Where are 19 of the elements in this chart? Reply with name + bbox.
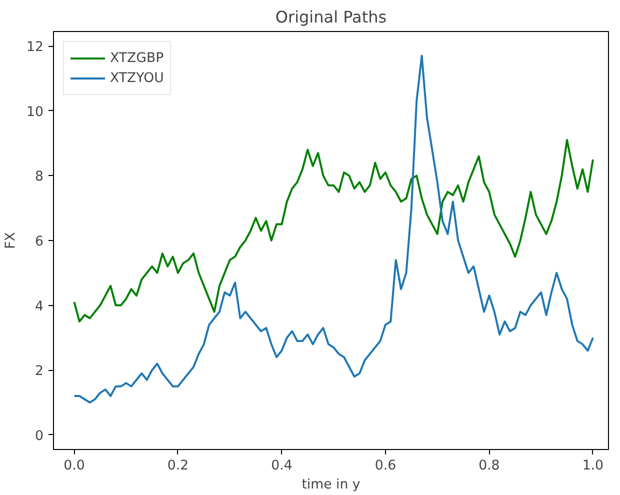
y-tick-label: 2 xyxy=(35,364,44,380)
legend-label: XTZGBP xyxy=(110,50,164,66)
x-tick-label: 1.0 xyxy=(582,458,604,474)
x-tick-label: 0.4 xyxy=(271,458,292,474)
legend-label: XTZYOU xyxy=(110,70,164,86)
line-series xyxy=(73,139,594,323)
y-tick-label: 8 xyxy=(35,170,44,185)
x-axis-title: time in y xyxy=(302,478,360,492)
y-tick-label: 0 xyxy=(35,428,44,444)
y-tick-label: 4 xyxy=(35,299,44,314)
chart-title: Original Paths xyxy=(275,8,387,26)
x-tick-label: 0.8 xyxy=(478,458,500,474)
x-tick-label: 0.6 xyxy=(374,458,396,474)
x-tick-label: 0.0 xyxy=(64,458,85,474)
y-tick-label: 10 xyxy=(26,104,44,120)
y-tick-label: 6 xyxy=(35,234,44,250)
x-tick-label: 0.2 xyxy=(167,458,189,474)
y-axis-title: FX xyxy=(4,232,19,249)
y-tick-label: 12 xyxy=(26,40,44,56)
